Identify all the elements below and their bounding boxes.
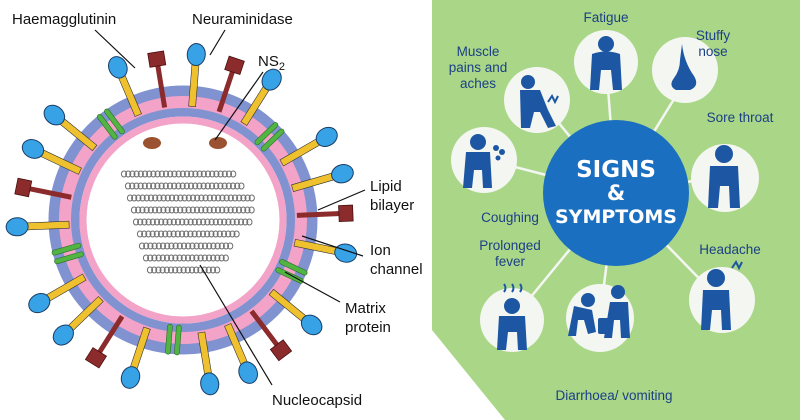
- headache-label: Headache: [699, 242, 761, 257]
- vomiting-person-icon: [568, 285, 630, 338]
- diarrhoea-vomiting-label: Diarrhoea/ vomiting: [555, 388, 672, 403]
- lipid-bilayer-inner: [70, 107, 296, 333]
- nucleocapsid-strand: [130, 206, 255, 214]
- haemagglutinin-spike: [291, 164, 354, 192]
- throat-holding-person-icon: [708, 145, 740, 208]
- matrix-protein-label-line2: protein: [345, 319, 391, 336]
- nose-icon: [671, 44, 697, 90]
- virus-diagram: Haemagglutinin Neuraminidase NS2 Lipid b…: [5, 11, 423, 409]
- fever-person-icon: [497, 283, 527, 350]
- nucleocapsid-strand: [126, 194, 255, 202]
- haemagglutinin-spike: [52, 296, 104, 346]
- coughing-person-icon: [463, 134, 505, 188]
- lipid-bilayer-label-line2: bilayer: [370, 197, 414, 214]
- nucleocapsid-strand: [142, 254, 229, 262]
- nucleocapsid-strand: [120, 170, 237, 178]
- ion-channel: [165, 323, 182, 356]
- haemagglutinin-spike: [43, 104, 98, 152]
- muscle-pains-label-line1: Muscle: [457, 44, 500, 59]
- nucleocapsid-strands: [120, 170, 255, 274]
- neuraminidase-spike: [147, 50, 168, 108]
- signs-symptoms-hub: [543, 120, 689, 266]
- head-holding-person-icon: [701, 260, 743, 330]
- ns2-label: NS2: [258, 53, 285, 73]
- nucleocapsid-strand: [124, 182, 245, 190]
- knee-pain-person-icon: [520, 75, 559, 128]
- matrix-layer: [59, 96, 307, 344]
- symptoms-panel: SIGNS & SYMPTOMS: [432, 0, 800, 420]
- fatigue-label: Fatigue: [583, 10, 628, 25]
- lipid-bilayer-outer: [48, 85, 318, 355]
- matrix-protein-label-line1: Matrix: [345, 300, 386, 317]
- stuffy-nose-label-line2: nose: [698, 44, 727, 59]
- ion-channel: [96, 108, 125, 140]
- haemagglutinin-spike: [5, 217, 70, 237]
- haemagglutinin-spike: [240, 68, 282, 126]
- viral-envelope: [48, 85, 318, 355]
- neuraminidase-spike: [84, 315, 125, 369]
- muscle-pains-label-line2: pains and: [449, 60, 508, 75]
- leader-lines: [94, 29, 366, 386]
- neuraminidase-spike: [216, 55, 245, 113]
- coughing-label: Coughing: [481, 210, 539, 225]
- haemagglutinin-spike: [197, 331, 220, 396]
- hub-title-line2: &: [607, 181, 625, 205]
- ion-channel: [51, 242, 84, 265]
- muscle-pains-label-line3: aches: [460, 76, 496, 91]
- haemagglutinin-spike: [28, 273, 87, 314]
- ion-channel-label-line2: channel: [370, 261, 423, 278]
- neuraminidase-spike: [14, 177, 72, 200]
- surface-proteins: [5, 43, 358, 396]
- tired-person-icon: [590, 36, 622, 90]
- haemagglutinin-spike: [108, 56, 142, 117]
- nucleocapsid-strand: [136, 230, 240, 238]
- nucleocapsid-label: Nucleocapsid: [272, 392, 362, 409]
- ns2-protein: [143, 137, 161, 149]
- sore-throat-label: Sore throat: [707, 110, 774, 125]
- haemagglutinin-spike: [224, 323, 258, 384]
- neuraminidase-spike: [249, 309, 293, 362]
- hub-title-line3: SYMPTOMS: [555, 206, 677, 228]
- ion-channel: [254, 122, 285, 152]
- haemagglutinin-spike: [268, 288, 323, 336]
- haemagglutinin-spike: [21, 139, 82, 175]
- nucleocapsid-strand: [146, 266, 221, 274]
- hub-title-line1: SIGNS: [576, 157, 656, 183]
- haemagglutinin-spike: [120, 326, 151, 389]
- nucleocapsid-strand: [138, 242, 234, 250]
- neuraminidase-spike: [296, 204, 354, 223]
- lipid-bilayer-label-line1: Lipid: [370, 178, 402, 195]
- nucleocapsid-strand: [132, 218, 253, 226]
- haemagglutinin-spike: [186, 43, 206, 107]
- ns2-protein: [209, 137, 227, 149]
- haemagglutinin-label: Haemagglutinin: [12, 11, 116, 28]
- haemagglutinin-spike: [279, 126, 338, 167]
- ion-channel-label-line1: Ion: [370, 242, 391, 259]
- fever-label-line2: fever: [495, 254, 526, 269]
- neuraminidase-label: Neuraminidase: [192, 11, 293, 28]
- matrix-protein-ring: [79, 116, 287, 324]
- fever-label-line1: Prolonged: [479, 238, 541, 253]
- stuffy-nose-label-line1: Stuffy: [696, 28, 731, 43]
